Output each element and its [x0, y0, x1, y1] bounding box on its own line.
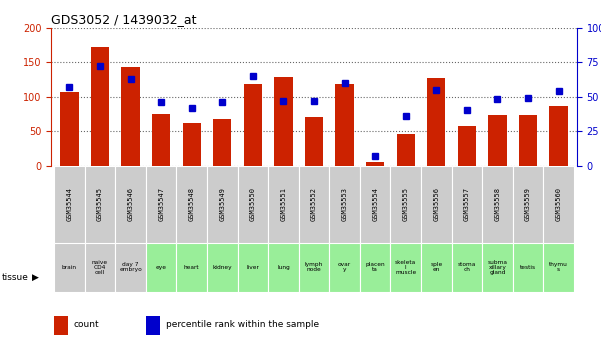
Bar	[85, 243, 115, 292]
Text: GSM35556: GSM35556	[433, 187, 439, 221]
Bar	[360, 166, 391, 243]
Bar	[53, 316, 69, 335]
Text: lymph
node: lymph node	[305, 263, 323, 272]
Bar	[243, 84, 262, 166]
Text: day 7
embryо: day 7 embryо	[119, 263, 142, 272]
Text: GSM35550: GSM35550	[250, 187, 256, 221]
Bar	[397, 134, 415, 166]
Bar	[513, 166, 543, 243]
Text: percentile rank within the sample: percentile rank within the sample	[166, 320, 319, 329]
Bar	[237, 243, 268, 292]
Text: stoma
ch: stoma ch	[458, 263, 476, 272]
Bar	[427, 78, 445, 166]
Text: GSM35546: GSM35546	[127, 187, 133, 221]
Bar	[237, 166, 268, 243]
Bar	[183, 123, 201, 166]
Text: brain: brain	[62, 265, 77, 270]
Bar	[391, 166, 421, 243]
Bar	[299, 243, 329, 292]
Bar	[513, 243, 543, 292]
Bar	[482, 243, 513, 292]
Text: tissue: tissue	[2, 273, 29, 282]
Bar	[60, 92, 79, 166]
Bar	[207, 243, 237, 292]
Bar	[335, 84, 354, 166]
Bar	[121, 67, 140, 166]
Text: GSM35545: GSM35545	[97, 187, 103, 221]
Bar	[299, 166, 329, 243]
Bar	[274, 77, 293, 166]
Bar	[268, 166, 299, 243]
Text: GSM35547: GSM35547	[158, 187, 164, 221]
Text: heart: heart	[184, 265, 200, 270]
Text: liver: liver	[246, 265, 259, 270]
Bar	[54, 166, 85, 243]
Bar	[177, 243, 207, 292]
Text: placen
ta: placen ta	[365, 263, 385, 272]
Text: sple
en: sple en	[430, 263, 442, 272]
Text: naive
CD4
cell: naive CD4 cell	[92, 260, 108, 275]
Text: skeleta
l
muscle: skeleta l muscle	[395, 260, 416, 275]
Bar	[366, 162, 385, 166]
Bar	[482, 166, 513, 243]
Bar	[329, 243, 360, 292]
Bar	[391, 243, 421, 292]
Bar	[451, 243, 482, 292]
Bar	[85, 166, 115, 243]
Text: GSM35549: GSM35549	[219, 187, 225, 221]
Bar	[152, 114, 170, 166]
Bar	[91, 47, 109, 166]
Text: kidney: kidney	[213, 265, 232, 270]
Bar	[458, 126, 476, 166]
Text: GSM35554: GSM35554	[372, 187, 378, 221]
Text: testis: testis	[520, 265, 536, 270]
Bar	[543, 166, 574, 243]
Bar	[543, 243, 574, 292]
Bar	[268, 243, 299, 292]
Bar	[207, 166, 237, 243]
Bar	[54, 243, 85, 292]
Text: GDS3052 / 1439032_at: GDS3052 / 1439032_at	[51, 13, 197, 27]
Bar	[305, 117, 323, 166]
Bar	[421, 166, 451, 243]
Text: thymu
s: thymu s	[549, 263, 568, 272]
Text: subma
xillary
gland: subma xillary gland	[487, 260, 507, 275]
Text: GSM35553: GSM35553	[341, 187, 347, 221]
Bar	[146, 243, 177, 292]
Bar	[549, 106, 568, 166]
Bar	[146, 166, 177, 243]
Bar	[488, 115, 507, 166]
Text: eye: eye	[156, 265, 166, 270]
Text: GSM35560: GSM35560	[555, 187, 561, 221]
Text: ▶: ▶	[32, 273, 38, 282]
Bar	[115, 166, 146, 243]
Bar	[145, 316, 160, 335]
Text: GSM35558: GSM35558	[495, 187, 501, 221]
Bar	[451, 166, 482, 243]
Text: GSM35544: GSM35544	[67, 187, 73, 221]
Bar	[360, 243, 391, 292]
Bar	[115, 243, 146, 292]
Text: count: count	[73, 320, 99, 329]
Text: GSM35555: GSM35555	[403, 187, 409, 221]
Text: GSM35552: GSM35552	[311, 187, 317, 221]
Bar	[177, 166, 207, 243]
Text: GSM35548: GSM35548	[189, 187, 195, 221]
Text: ovar
y: ovar y	[338, 263, 351, 272]
Text: GSM35551: GSM35551	[281, 187, 287, 221]
Bar	[421, 243, 451, 292]
Bar	[519, 115, 537, 166]
Text: GSM35557: GSM35557	[464, 187, 470, 221]
Bar	[213, 119, 231, 166]
Text: lung: lung	[277, 265, 290, 270]
Text: GSM35559: GSM35559	[525, 187, 531, 221]
Bar	[329, 166, 360, 243]
